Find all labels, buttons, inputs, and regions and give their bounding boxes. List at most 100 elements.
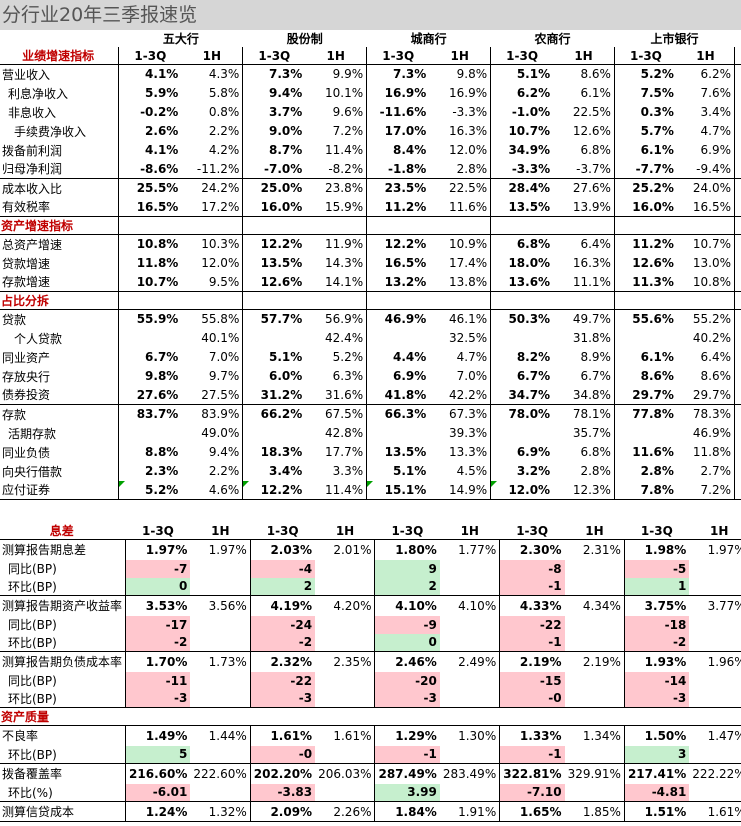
growth-and-structure-table: 五大行 股份制 城商行 农商行 上市银行 业绩增速指标 1-3Q 1H 1-3Q 1H 1-3Q 1H… (0, 30, 741, 500)
row-label: 总资产增速 (0, 234, 119, 254)
empty-cell (315, 578, 375, 596)
value-cell: 5.1% (490, 64, 554, 84)
value-cell: 6.9% (366, 366, 430, 386)
value-cell: 31.2% (242, 385, 306, 405)
value-cell: -11.6% (366, 102, 430, 122)
row-label: 测算报告期息差 (0, 539, 126, 560)
table-row: 拨备覆盖率 216.60% 222.60% 202.20% 206.03% 287.49%… (0, 763, 741, 784)
empty-cell (190, 708, 250, 726)
row-label: 活期存款 (8, 426, 57, 441)
table-row: 不良率 1.49% 1.44% 1.61% 1.61% 1.29% 1.30% 1.33% 1.… (0, 725, 741, 746)
value-cell: 34.8% (572, 387, 611, 402)
value-cell: 7.5% (613, 83, 677, 103)
empty-cell (689, 745, 741, 764)
table-row: 贷款增速 11.8% 12.0% 13.5% 14.3% 16.5% 17.4% 18.0% 1… (0, 253, 741, 273)
period-header: 1-3Q (516, 523, 549, 538)
value-cell: 3.7% (242, 102, 306, 122)
row-label: 拨备前利润 (2, 143, 63, 158)
value-cell: 83.9% (181, 404, 243, 424)
section-label: 业绩增速指标 (22, 49, 95, 63)
table-row: 测算信贷成本 1.24% 1.32% 2.09% 2.26% 1.84% 1.91% 1.65… (0, 801, 741, 822)
value-cell: 78.3% (676, 404, 735, 424)
value-cell: 40.2% (676, 328, 735, 348)
value-cell: 13.9% (553, 197, 615, 217)
value-cell: -8.6% (118, 159, 182, 179)
change-cell: -1 (374, 745, 440, 764)
value-cell: 27.5% (201, 387, 240, 402)
value-cell: -3.3% (490, 159, 554, 179)
value-cell: -0.2% (118, 102, 182, 122)
value-cell: 2.8% (456, 161, 488, 176)
period-header: 1-3Q (266, 523, 299, 538)
empty-cell (190, 784, 250, 802)
empty-cell (250, 708, 315, 726)
table-row: 同业资产 6.7% 7.0% 5.1% 5.2% 4.4% 4.7% 8.2% 8.9% 6.1%… (0, 347, 741, 367)
value-cell: 17.4% (449, 256, 488, 270)
value-cell: 4.2% (208, 143, 240, 157)
value-cell: 1.50% (623, 725, 690, 746)
value-cell: 78.0% (490, 404, 554, 424)
change-cell: -7.10 (499, 783, 565, 802)
section-row: 资产质量 (0, 708, 741, 726)
value-cell: 12.0% (449, 143, 488, 157)
value-cell: 10.8% (676, 272, 735, 292)
value-cell: 217.41% (623, 763, 690, 784)
value-cell: 3.56% (190, 595, 251, 616)
value-cell: 1.84% (374, 801, 440, 822)
value-cell: 2.8% (613, 461, 677, 481)
value-cell: 1.98% (623, 539, 690, 560)
empty-cell (440, 672, 500, 690)
spacer (735, 348, 741, 367)
change-cell: -3 (623, 689, 690, 708)
change-cell: -1 (499, 577, 565, 596)
row-label: 营业收入 (0, 64, 119, 84)
bank-header: 股份制 (286, 32, 323, 46)
value-cell: 9.8% (118, 366, 182, 386)
empty-cell (565, 708, 625, 726)
value-cell: 25.5% (118, 178, 182, 198)
spacer (735, 367, 741, 386)
value-cell: 4.10% (439, 595, 500, 616)
row-label: 个人贷款 (14, 331, 63, 346)
change-row: 环比(BP) -3 -3 -3 -0 -3 (0, 689, 741, 708)
value-cell: 18.3% (242, 442, 306, 462)
table-row: 手续费净收入 2.6% 2.2% 9.0% 7.2% 17.0% 16.3% 10.7% 12.… (0, 121, 741, 141)
empty-cell (565, 634, 625, 652)
value-cell: 17.0% (366, 121, 430, 141)
value-cell: -8.2% (328, 161, 364, 176)
spacer (734, 178, 741, 198)
value-cell: 9.8% (429, 64, 491, 84)
table-row: 总资产增速 10.8% 10.3% 12.2% 11.9% 12.2% 10.9% 6.8% 6… (0, 234, 741, 254)
row-label: 测算报告期负债成本率 (0, 651, 126, 672)
spacer (735, 443, 741, 462)
value-cell: 10.1% (325, 86, 364, 100)
change-row: 同比(BP) -7 -4 9 -8 -5 (0, 559, 741, 578)
value-cell: 13.5% (366, 442, 430, 462)
change-cell: -3.83 (249, 783, 316, 802)
empty-cell (689, 615, 741, 634)
value-cell: 9.7% (208, 369, 240, 383)
spacer (735, 386, 741, 405)
period-header: 1-3Q (366, 47, 430, 65)
value-cell: 6.3% (332, 369, 364, 383)
value-cell: 14.9% (429, 480, 491, 500)
empty-cell (440, 784, 500, 802)
bank-header: 上市银行 (650, 32, 699, 46)
value-cell: 8.6% (613, 366, 677, 386)
row-label: 同比(BP) (8, 618, 57, 632)
table-row: 存款增速 10.7% 9.5% 12.6% 14.1% 13.2% 13.8% 13.6% 11… (0, 272, 741, 292)
change-row: 同比(BP) -11 -22 -20 -15 -14 (0, 671, 741, 690)
change-row: 同比(BP) -17 -24 -9 -22 -18 (0, 615, 741, 634)
value-cell: 57.7% (242, 309, 306, 329)
value-cell: 4.3% (181, 64, 243, 84)
empty-cell (118, 216, 182, 235)
empty-cell (613, 216, 677, 235)
value-cell: 40.1% (201, 331, 240, 345)
period-header: 1H (676, 47, 735, 65)
section-label: 占比分拆 (1, 294, 50, 308)
table-row: 营业收入 4.1% 4.3% 7.3% 9.9% 7.3% 9.8% 5.1% 8.6% 5.2%… (0, 64, 741, 84)
value-cell: 0.3% (613, 102, 677, 122)
value-cell: 283.49% (439, 763, 500, 784)
empty-cell (190, 746, 250, 764)
value-cell (366, 328, 430, 348)
